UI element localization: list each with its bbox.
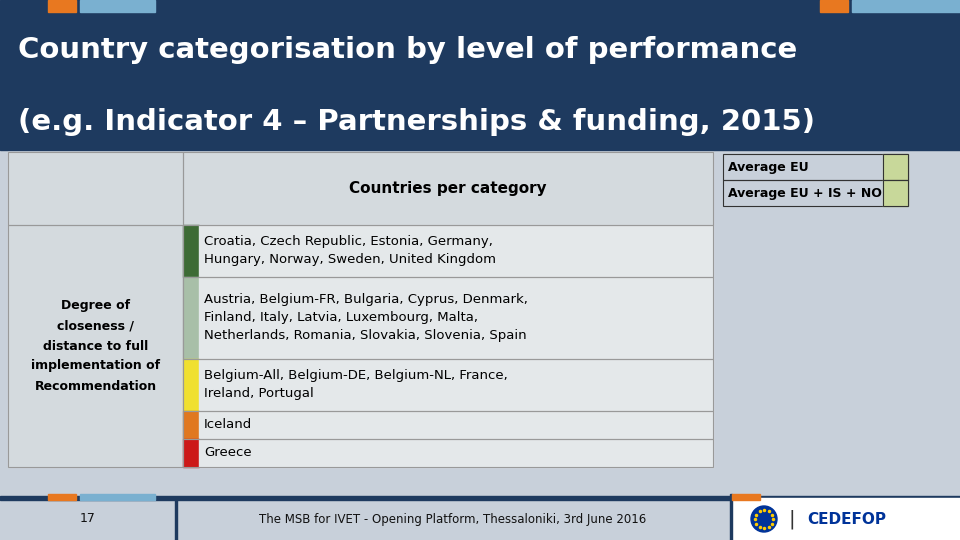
Bar — [732, 494, 760, 500]
Text: Greece: Greece — [204, 447, 252, 460]
Bar — [8, 152, 183, 225]
Bar — [723, 154, 908, 180]
Bar — [183, 439, 713, 467]
Bar — [732, 498, 960, 540]
Bar — [0, 0, 960, 12]
Bar — [199, 277, 713, 359]
Bar — [0, 12, 960, 150]
Bar — [48, 494, 76, 500]
Text: Country categorisation by level of performance: Country categorisation by level of perfo… — [18, 36, 797, 64]
Text: (e.g. Indicator 4 – Partnerships & funding, 2015): (e.g. Indicator 4 – Partnerships & fundi… — [18, 108, 815, 136]
Bar — [8, 225, 183, 467]
Bar — [0, 150, 960, 498]
Text: Average EU: Average EU — [728, 160, 808, 173]
Text: Degree of
closeness /
distance to full
implementation of
Recommendation: Degree of closeness / distance to full i… — [31, 300, 160, 393]
Bar — [883, 180, 908, 206]
Bar — [820, 0, 848, 12]
Bar — [730, 494, 732, 500]
Bar — [199, 359, 713, 411]
Bar — [0, 498, 960, 500]
Bar — [183, 277, 713, 359]
Bar — [199, 439, 713, 467]
Text: Average EU + IS + NO: Average EU + IS + NO — [728, 186, 882, 199]
Text: Iceland: Iceland — [204, 418, 252, 431]
Bar — [183, 411, 199, 439]
Text: Belgium-All, Belgium-DE, Belgium-NL, France,
Ireland, Portugal: Belgium-All, Belgium-DE, Belgium-NL, Fra… — [204, 369, 508, 401]
Text: Croatia, Czech Republic, Estonia, Germany,
Hungary, Norway, Sweden, United Kingd: Croatia, Czech Republic, Estonia, German… — [204, 235, 496, 267]
Bar — [175, 498, 177, 540]
Bar — [0, 498, 960, 540]
Bar — [183, 359, 713, 411]
Text: |: | — [789, 509, 795, 529]
Text: The MSB for IVET - Opening Platform, Thessaloniki, 3rd June 2016: The MSB for IVET - Opening Platform, The… — [259, 512, 646, 525]
Bar — [183, 152, 713, 225]
Text: Austria, Belgium-FR, Bulgaria, Cyprus, Denmark,
Finland, Italy, Latvia, Luxembou: Austria, Belgium-FR, Bulgaria, Cyprus, D… — [204, 294, 528, 342]
Bar — [183, 277, 199, 359]
Bar — [48, 0, 76, 12]
Bar — [8, 152, 183, 225]
Bar — [8, 225, 183, 467]
Text: CEDEFOP: CEDEFOP — [807, 511, 886, 526]
Bar — [183, 152, 713, 225]
Bar — [80, 0, 155, 12]
Bar — [852, 0, 960, 12]
Bar — [199, 411, 713, 439]
Bar — [183, 439, 199, 467]
Bar — [199, 225, 713, 277]
Bar — [183, 225, 713, 277]
Bar — [723, 180, 908, 206]
Bar — [883, 180, 908, 206]
Circle shape — [751, 506, 777, 532]
Text: Countries per category: Countries per category — [349, 181, 547, 196]
Bar — [80, 494, 155, 500]
Bar — [183, 411, 713, 439]
Bar — [883, 154, 908, 180]
Bar — [183, 359, 199, 411]
Bar — [730, 498, 732, 540]
Text: 17: 17 — [80, 512, 95, 525]
Bar — [183, 225, 199, 277]
Bar — [883, 154, 908, 180]
Bar — [0, 496, 960, 498]
